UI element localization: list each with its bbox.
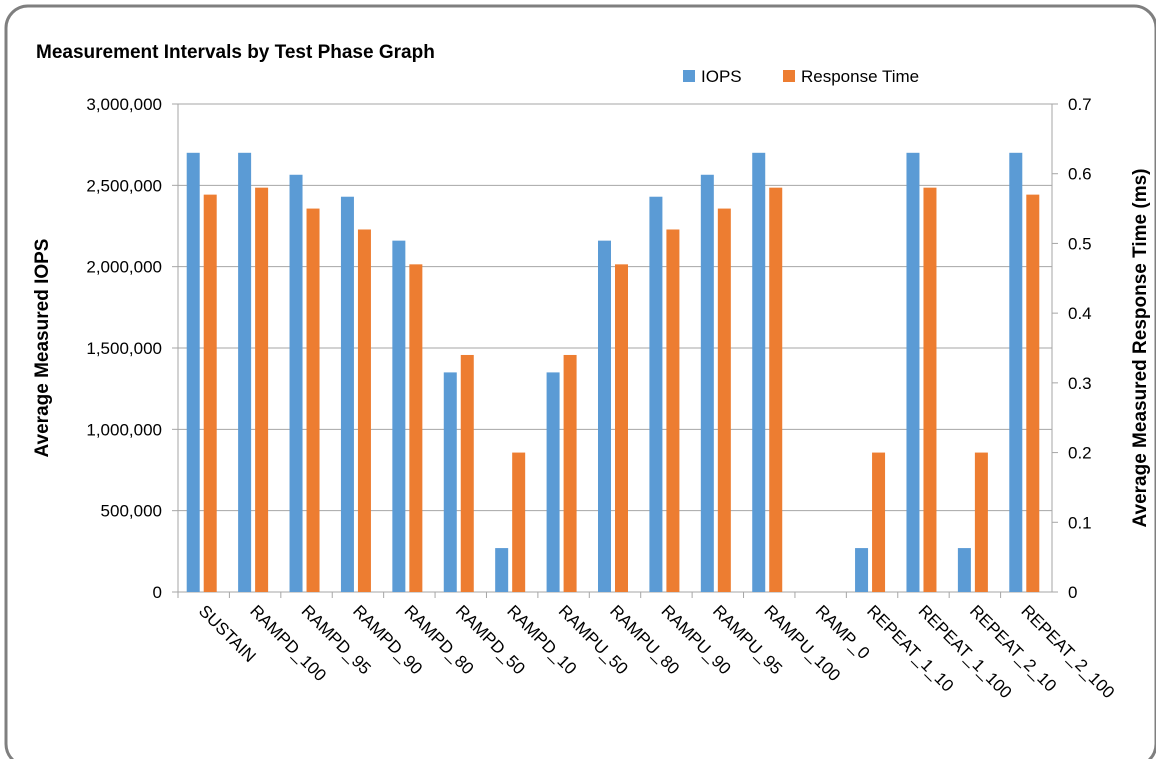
y2-tick-label: 0.7 — [1068, 95, 1092, 114]
chart-title: Measurement Intervals by Test Phase Grap… — [36, 42, 435, 63]
bar — [238, 152, 252, 593]
bar — [255, 187, 269, 592]
bar — [752, 152, 766, 593]
bar — [769, 187, 783, 592]
bar — [443, 372, 457, 592]
bar — [974, 452, 988, 592]
legend-label: IOPS — [701, 67, 742, 86]
bar — [700, 174, 714, 592]
y2-tick-label: 0 — [1068, 583, 1077, 602]
y-tick-label: 2,500,000 — [86, 176, 162, 195]
legend-label: Response Time — [801, 67, 919, 86]
bar — [563, 354, 577, 592]
bar — [1026, 194, 1040, 592]
y2-tick-label: 0.1 — [1068, 513, 1092, 532]
bar — [598, 240, 611, 592]
bar — [717, 208, 731, 593]
y-axis-label: Average Measured IOPS — [32, 239, 53, 458]
bar — [306, 208, 320, 593]
y-tick-label: 1,000,000 — [86, 420, 162, 439]
legend-swatch — [783, 70, 795, 82]
y2-tick-label: 0.5 — [1068, 234, 1092, 253]
bar — [666, 229, 680, 592]
bar — [512, 452, 526, 592]
bar — [289, 174, 303, 592]
y2-tick-label: 0.2 — [1068, 444, 1092, 463]
bar — [495, 548, 509, 592]
bar — [186, 152, 200, 593]
legend-swatch — [683, 70, 695, 82]
y-tick-label: 2,000,000 — [86, 258, 162, 277]
y-tick-label: 500,000 — [101, 502, 162, 521]
bar — [1009, 152, 1023, 593]
y2-tick-label: 0.3 — [1068, 374, 1092, 393]
bar — [923, 187, 937, 592]
bar — [615, 264, 628, 592]
y-tick-label: 3,000,000 — [86, 95, 162, 114]
bar — [340, 196, 354, 592]
y2-tick-label: 0.6 — [1068, 165, 1092, 184]
y-tick-label: 1,500,000 — [86, 339, 162, 358]
bar — [357, 229, 371, 592]
bar — [872, 452, 886, 592]
bar — [460, 354, 474, 592]
bar — [906, 152, 920, 593]
bar — [546, 372, 560, 592]
bar — [392, 240, 406, 592]
y-tick-label: 0 — [153, 583, 162, 602]
y2-axis-label: Average Measured Response Time (ms) — [1130, 168, 1151, 527]
bar — [409, 264, 423, 592]
y2-tick-label: 0.4 — [1068, 304, 1092, 323]
bar — [203, 194, 217, 592]
bar — [957, 548, 971, 592]
bar — [649, 196, 663, 592]
bar — [855, 548, 869, 592]
